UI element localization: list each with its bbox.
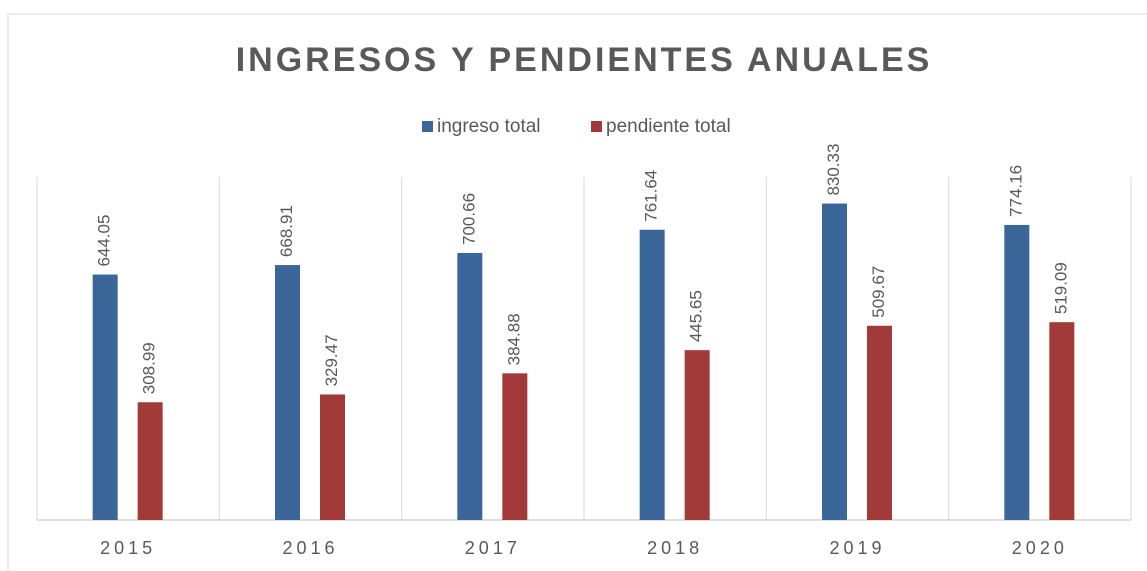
chart-frame: [7, 13, 1147, 571]
data-label: 644.05: [95, 215, 114, 267]
data-label: 308.99: [140, 342, 159, 394]
bar: [92, 274, 118, 520]
x-tick-label: 2017: [465, 538, 521, 558]
data-label: 509.67: [869, 266, 888, 318]
data-label: 774.16: [1006, 165, 1025, 217]
bar: [684, 350, 710, 520]
bar: [137, 402, 163, 520]
x-tick-label: 2015: [100, 538, 156, 558]
x-tick-label: 2018: [647, 538, 703, 558]
x-tick-label: 2020: [1012, 538, 1068, 558]
data-label: 445.65: [687, 290, 706, 342]
legend-label: pendiente total: [606, 116, 731, 137]
bar: [457, 252, 483, 520]
bar: [320, 394, 345, 520]
data-label: 329.47: [322, 334, 341, 386]
legend-label: ingreso total: [437, 116, 541, 137]
bar: [275, 265, 300, 520]
data-label: 700.66: [459, 193, 478, 245]
x-tick-label: 2019: [829, 538, 885, 558]
bar: [1049, 322, 1075, 520]
legend-swatch: [591, 121, 602, 132]
data-label: 761.64: [642, 170, 661, 222]
data-label: 668.91: [277, 205, 296, 257]
bar: [867, 325, 892, 520]
chart-title: INGRESOS Y PENDIENTES ANUALES: [236, 41, 933, 79]
bar: [822, 203, 847, 521]
data-label: 519.09: [1051, 262, 1070, 314]
x-tick-label: 2016: [282, 538, 338, 558]
bar: [639, 229, 665, 520]
bar: [502, 373, 528, 520]
data-label: 830.33: [824, 144, 843, 196]
data-label: 384.88: [504, 313, 523, 365]
legend-swatch: [422, 121, 433, 132]
bar: [1004, 224, 1030, 520]
